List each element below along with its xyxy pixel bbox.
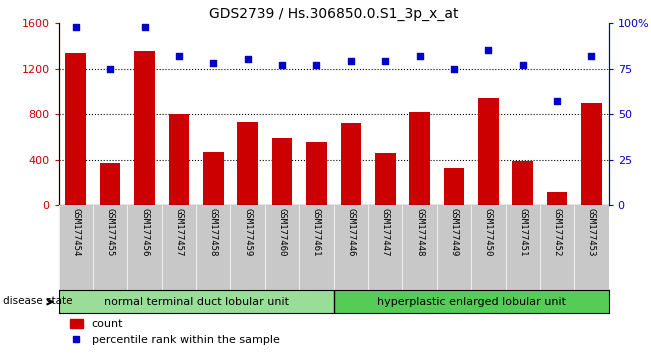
Bar	[66, 53, 86, 205]
Bar	[547, 192, 568, 205]
Bar	[271, 138, 292, 205]
Point	[139, 24, 150, 29]
Bar	[59, 290, 333, 313]
Text: GSM177448: GSM177448	[415, 208, 424, 256]
Point	[174, 53, 184, 59]
Point	[208, 60, 219, 66]
Text: GSM177447: GSM177447	[381, 208, 390, 256]
Text: GSM177454: GSM177454	[71, 208, 80, 256]
Text: GSM177458: GSM177458	[209, 208, 218, 256]
Text: normal terminal duct lobular unit: normal terminal duct lobular unit	[104, 297, 288, 307]
Point	[311, 62, 322, 68]
Bar	[100, 163, 120, 205]
Point	[380, 58, 391, 64]
Text: GSM177453: GSM177453	[587, 208, 596, 256]
Bar	[375, 153, 396, 205]
Point	[346, 58, 356, 64]
Point	[518, 62, 528, 68]
Text: GSM177460: GSM177460	[277, 208, 286, 256]
Point	[70, 24, 81, 29]
Text: GSM177459: GSM177459	[243, 208, 252, 256]
Text: GSM177455: GSM177455	[105, 208, 115, 256]
Text: disease state: disease state	[3, 296, 72, 306]
Text: hyperplastic enlarged lobular unit: hyperplastic enlarged lobular unit	[377, 297, 566, 307]
Bar	[512, 161, 533, 205]
Bar	[478, 98, 499, 205]
Bar	[409, 112, 430, 205]
Point	[415, 53, 425, 59]
Bar	[238, 122, 258, 205]
Text: GSM177449: GSM177449	[449, 208, 458, 256]
Text: GSM177461: GSM177461	[312, 208, 321, 256]
Bar	[203, 152, 224, 205]
Bar	[444, 168, 464, 205]
Point	[552, 98, 562, 104]
Point	[587, 53, 597, 59]
Legend: count, percentile rank within the sample: count, percentile rank within the sample	[70, 319, 280, 345]
Bar	[169, 114, 189, 205]
Text: GSM177446: GSM177446	[346, 208, 355, 256]
Point	[483, 47, 493, 53]
Point	[277, 62, 287, 68]
Text: GSM177457: GSM177457	[174, 208, 184, 256]
Text: GSM177451: GSM177451	[518, 208, 527, 256]
Point	[242, 57, 253, 62]
Text: GSM177452: GSM177452	[553, 208, 562, 256]
Bar	[134, 51, 155, 205]
Text: GSM177450: GSM177450	[484, 208, 493, 256]
Bar	[334, 290, 609, 313]
Bar	[581, 103, 602, 205]
Bar	[306, 142, 327, 205]
Point	[105, 66, 115, 72]
Title: GDS2739 / Hs.306850.0.S1_3p_x_at: GDS2739 / Hs.306850.0.S1_3p_x_at	[209, 7, 458, 21]
Text: GSM177456: GSM177456	[140, 208, 149, 256]
Point	[449, 66, 459, 72]
Bar	[340, 123, 361, 205]
